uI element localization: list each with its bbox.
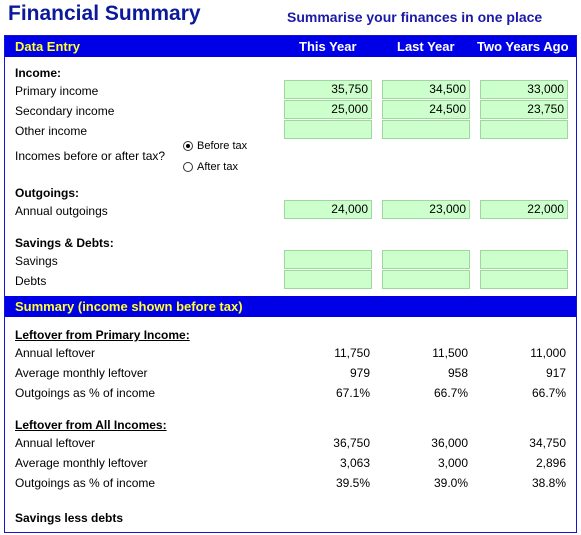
other-income-label: Other income (15, 124, 88, 138)
all-outgoings-pct-two-years-ago: 38.8% (531, 476, 566, 490)
savings-this-year[interactable] (284, 250, 372, 269)
primary-income-last-year[interactable]: 34,500 (382, 80, 470, 99)
page-title: Financial Summary (8, 2, 201, 25)
primary-outgoings-pct-this-year: 67.1% (335, 386, 370, 400)
primary-income-this-year[interactable]: 35,750 (284, 80, 372, 99)
annual-outgoings-last-year[interactable]: 23,000 (382, 200, 470, 219)
debts-this-year[interactable] (284, 270, 372, 289)
all-outgoings-pct-this-year: 39.5% (335, 476, 370, 490)
primary-income-two-years-ago[interactable]: 33,000 (480, 80, 568, 99)
secondary-income-label: Secondary income (15, 104, 115, 118)
all-annual-leftover-last-year: 36,000 (431, 436, 468, 450)
annual-outgoings-this-year[interactable]: 24,000 (284, 200, 372, 219)
savings-debts-heading: Savings & Debts: (15, 236, 114, 250)
savings-last-year[interactable] (382, 250, 470, 269)
all-outgoings-pct-last-year: 39.0% (433, 476, 468, 490)
secondary-income-last-year[interactable]: 24,500 (382, 100, 470, 119)
all-leftover-heading: Leftover from All Incomes: (15, 418, 167, 432)
savings-less-debts-label: Savings less debts (15, 511, 124, 525)
all-monthly-leftover-label: Average monthly leftover (15, 456, 148, 470)
primary-outgoings-pct-two-years-ago: 66.7% (531, 386, 566, 400)
column-this-year: This Year (299, 39, 357, 54)
primary-leftover-heading: Leftover from Primary Income: (15, 328, 190, 342)
other-income-two-years-ago[interactable] (480, 120, 568, 139)
primary-monthly-leftover-last-year: 958 (447, 366, 468, 380)
other-income-this-year[interactable] (284, 120, 372, 139)
primary-annual-leftover-this-year: 11,750 (334, 346, 370, 360)
all-monthly-leftover-last-year: 3,000 (437, 456, 468, 470)
column-two-years-ago: Two Years Ago (477, 39, 569, 54)
primary-outgoings-pct-label: Outgoings as % of income (15, 386, 156, 400)
primary-outgoings-pct-last-year: 66.7% (433, 386, 468, 400)
page-subtitle: Summarise your finances in one place (287, 9, 543, 25)
all-annual-leftover-this-year: 36,750 (333, 436, 370, 450)
secondary-income-this-year[interactable]: 25,000 (284, 100, 372, 119)
secondary-income-two-years-ago[interactable]: 23,750 (480, 100, 568, 119)
income-heading: Income: (15, 66, 62, 80)
after-tax-radio[interactable] (183, 162, 193, 172)
data-entry-title: Data Entry (15, 39, 81, 54)
before-tax-label[interactable]: Before tax (197, 140, 248, 152)
primary-monthly-leftover-label: Average monthly leftover (15, 366, 148, 380)
primary-income-label: Primary income (15, 84, 99, 98)
all-outgoings-pct-label: Outgoings as % of income (15, 476, 156, 490)
debts-two-years-ago[interactable] (480, 270, 568, 289)
all-annual-leftover-two-years-ago: 34,750 (529, 436, 566, 450)
annual-outgoings-two-years-ago[interactable]: 22,000 (480, 200, 568, 219)
primary-annual-leftover-last-year: 11,500 (432, 346, 468, 360)
sheet-frame (4, 35, 577, 533)
all-monthly-leftover-two-years-ago: 2,896 (535, 456, 566, 470)
debts-last-year[interactable] (382, 270, 470, 289)
after-tax-label[interactable]: After tax (197, 161, 238, 173)
before-tax-radio[interactable] (183, 141, 193, 151)
data-entry-header: Data Entry This Year Last Year Two Years… (5, 36, 576, 57)
debts-label: Debts (15, 274, 47, 288)
summary-header: Summary (income shown before tax) (5, 296, 576, 317)
column-last-year: Last Year (397, 39, 455, 54)
all-monthly-leftover-this-year: 3,063 (339, 456, 370, 470)
all-annual-leftover-label: Annual leftover (15, 436, 96, 450)
summary-title: Summary (income shown before tax) (15, 299, 243, 314)
primary-monthly-leftover-this-year: 979 (349, 366, 370, 380)
savings-two-years-ago[interactable] (480, 250, 568, 269)
primary-monthly-leftover-two-years-ago: 917 (545, 366, 566, 380)
savings-label: Savings (15, 254, 58, 268)
annual-outgoings-label: Annual outgoings (15, 204, 108, 218)
tax-question-label: Incomes before or after tax? (15, 149, 166, 163)
other-income-last-year[interactable] (382, 120, 470, 139)
primary-annual-leftover-label: Annual leftover (15, 346, 96, 360)
primary-annual-leftover-two-years-ago: 11,000 (530, 346, 566, 360)
outgoings-heading: Outgoings: (15, 186, 79, 200)
